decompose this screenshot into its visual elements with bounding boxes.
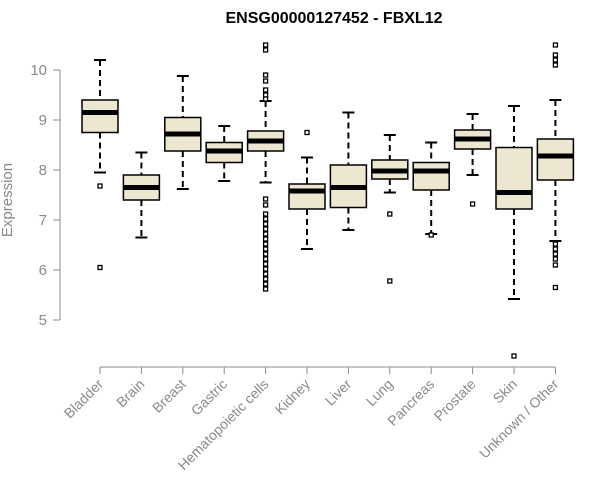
outlier-point bbox=[262, 231, 269, 237]
x-tick-label: Liver bbox=[322, 376, 355, 409]
box-hematopoietic-cells bbox=[246, 42, 285, 292]
outlier-point bbox=[262, 281, 269, 287]
outlier-point bbox=[262, 276, 269, 282]
outlier-point bbox=[262, 241, 269, 247]
outlier-point bbox=[262, 236, 269, 242]
iqr-box bbox=[412, 161, 450, 191]
outlier-point bbox=[97, 264, 103, 271]
outlier-point bbox=[511, 353, 517, 359]
x-tick-label: Breast bbox=[149, 376, 189, 416]
outlier-point bbox=[552, 62, 559, 68]
outlier-point bbox=[262, 266, 269, 272]
box-pancreas bbox=[412, 141, 450, 238]
x-tick-label: Prostate bbox=[431, 376, 479, 424]
outlier-point bbox=[262, 286, 269, 292]
box-lung bbox=[371, 134, 409, 284]
outlier-point bbox=[262, 72, 269, 78]
outlier-point bbox=[552, 284, 559, 291]
plot-area bbox=[81, 42, 575, 359]
outlier-point bbox=[552, 251, 559, 257]
outlier-point bbox=[552, 42, 559, 48]
outlier-point bbox=[552, 57, 559, 63]
outlier-point bbox=[304, 129, 310, 136]
outlier-point bbox=[262, 196, 269, 202]
x-tick-label: Brain bbox=[113, 376, 147, 410]
outlier-point bbox=[262, 216, 269, 222]
box-liver bbox=[329, 111, 368, 231]
outlier-point bbox=[262, 87, 269, 93]
chart-title: ENSG00000127452 - FBXL12 bbox=[225, 10, 442, 27]
y-tick-label: 5 bbox=[39, 312, 47, 329]
outlier-point bbox=[262, 251, 269, 257]
x-tick-label: Bladder bbox=[61, 376, 107, 422]
x-tick-label: Skin bbox=[490, 376, 521, 407]
outlier-point bbox=[469, 201, 476, 207]
x-tick-label: Lung bbox=[363, 376, 396, 409]
box-breast bbox=[164, 75, 202, 190]
outlier-point bbox=[262, 256, 269, 262]
y-tick-label: 9 bbox=[39, 112, 47, 129]
y-tick-label: 7 bbox=[39, 212, 47, 229]
iqr-box bbox=[536, 138, 575, 181]
outlier-point bbox=[262, 221, 269, 227]
outlier-point bbox=[262, 226, 269, 232]
iqr-box bbox=[495, 146, 533, 210]
y-tick-label: 10 bbox=[30, 62, 47, 79]
outlier-point bbox=[262, 202, 269, 208]
iqr-box bbox=[288, 183, 326, 210]
y-tick-label: 8 bbox=[39, 162, 47, 179]
box-kidney bbox=[288, 129, 326, 250]
outlier-point bbox=[262, 261, 269, 267]
outlier-point bbox=[262, 42, 269, 48]
box-bladder bbox=[81, 59, 119, 271]
box-prostate bbox=[453, 113, 492, 207]
iqr-box bbox=[81, 99, 119, 134]
box-skin bbox=[495, 105, 533, 359]
outlier-point bbox=[428, 232, 434, 238]
outlier-point bbox=[552, 52, 559, 58]
outlier-point bbox=[387, 278, 393, 284]
outlier-point bbox=[552, 256, 559, 262]
outlier-point bbox=[262, 271, 269, 277]
outlier-point bbox=[262, 211, 269, 217]
y-axis-label: Expression bbox=[0, 163, 16, 237]
x-tick-label: Kidney bbox=[272, 376, 314, 418]
outlier-point bbox=[97, 183, 103, 189]
y-tick-label: 6 bbox=[39, 262, 47, 279]
outlier-point bbox=[552, 262, 559, 268]
box-gastric bbox=[205, 125, 243, 182]
box-brain bbox=[122, 151, 161, 239]
box-unknown-other bbox=[536, 42, 575, 291]
outlier-point bbox=[262, 47, 269, 53]
outlier-point bbox=[552, 246, 559, 252]
outlier-point bbox=[262, 246, 269, 252]
outlier-point bbox=[552, 241, 559, 247]
x-tick-label: Unknown / Other bbox=[476, 376, 562, 462]
outlier-point bbox=[262, 78, 269, 84]
outlier-point bbox=[387, 211, 393, 217]
outlier-point bbox=[262, 96, 269, 102]
